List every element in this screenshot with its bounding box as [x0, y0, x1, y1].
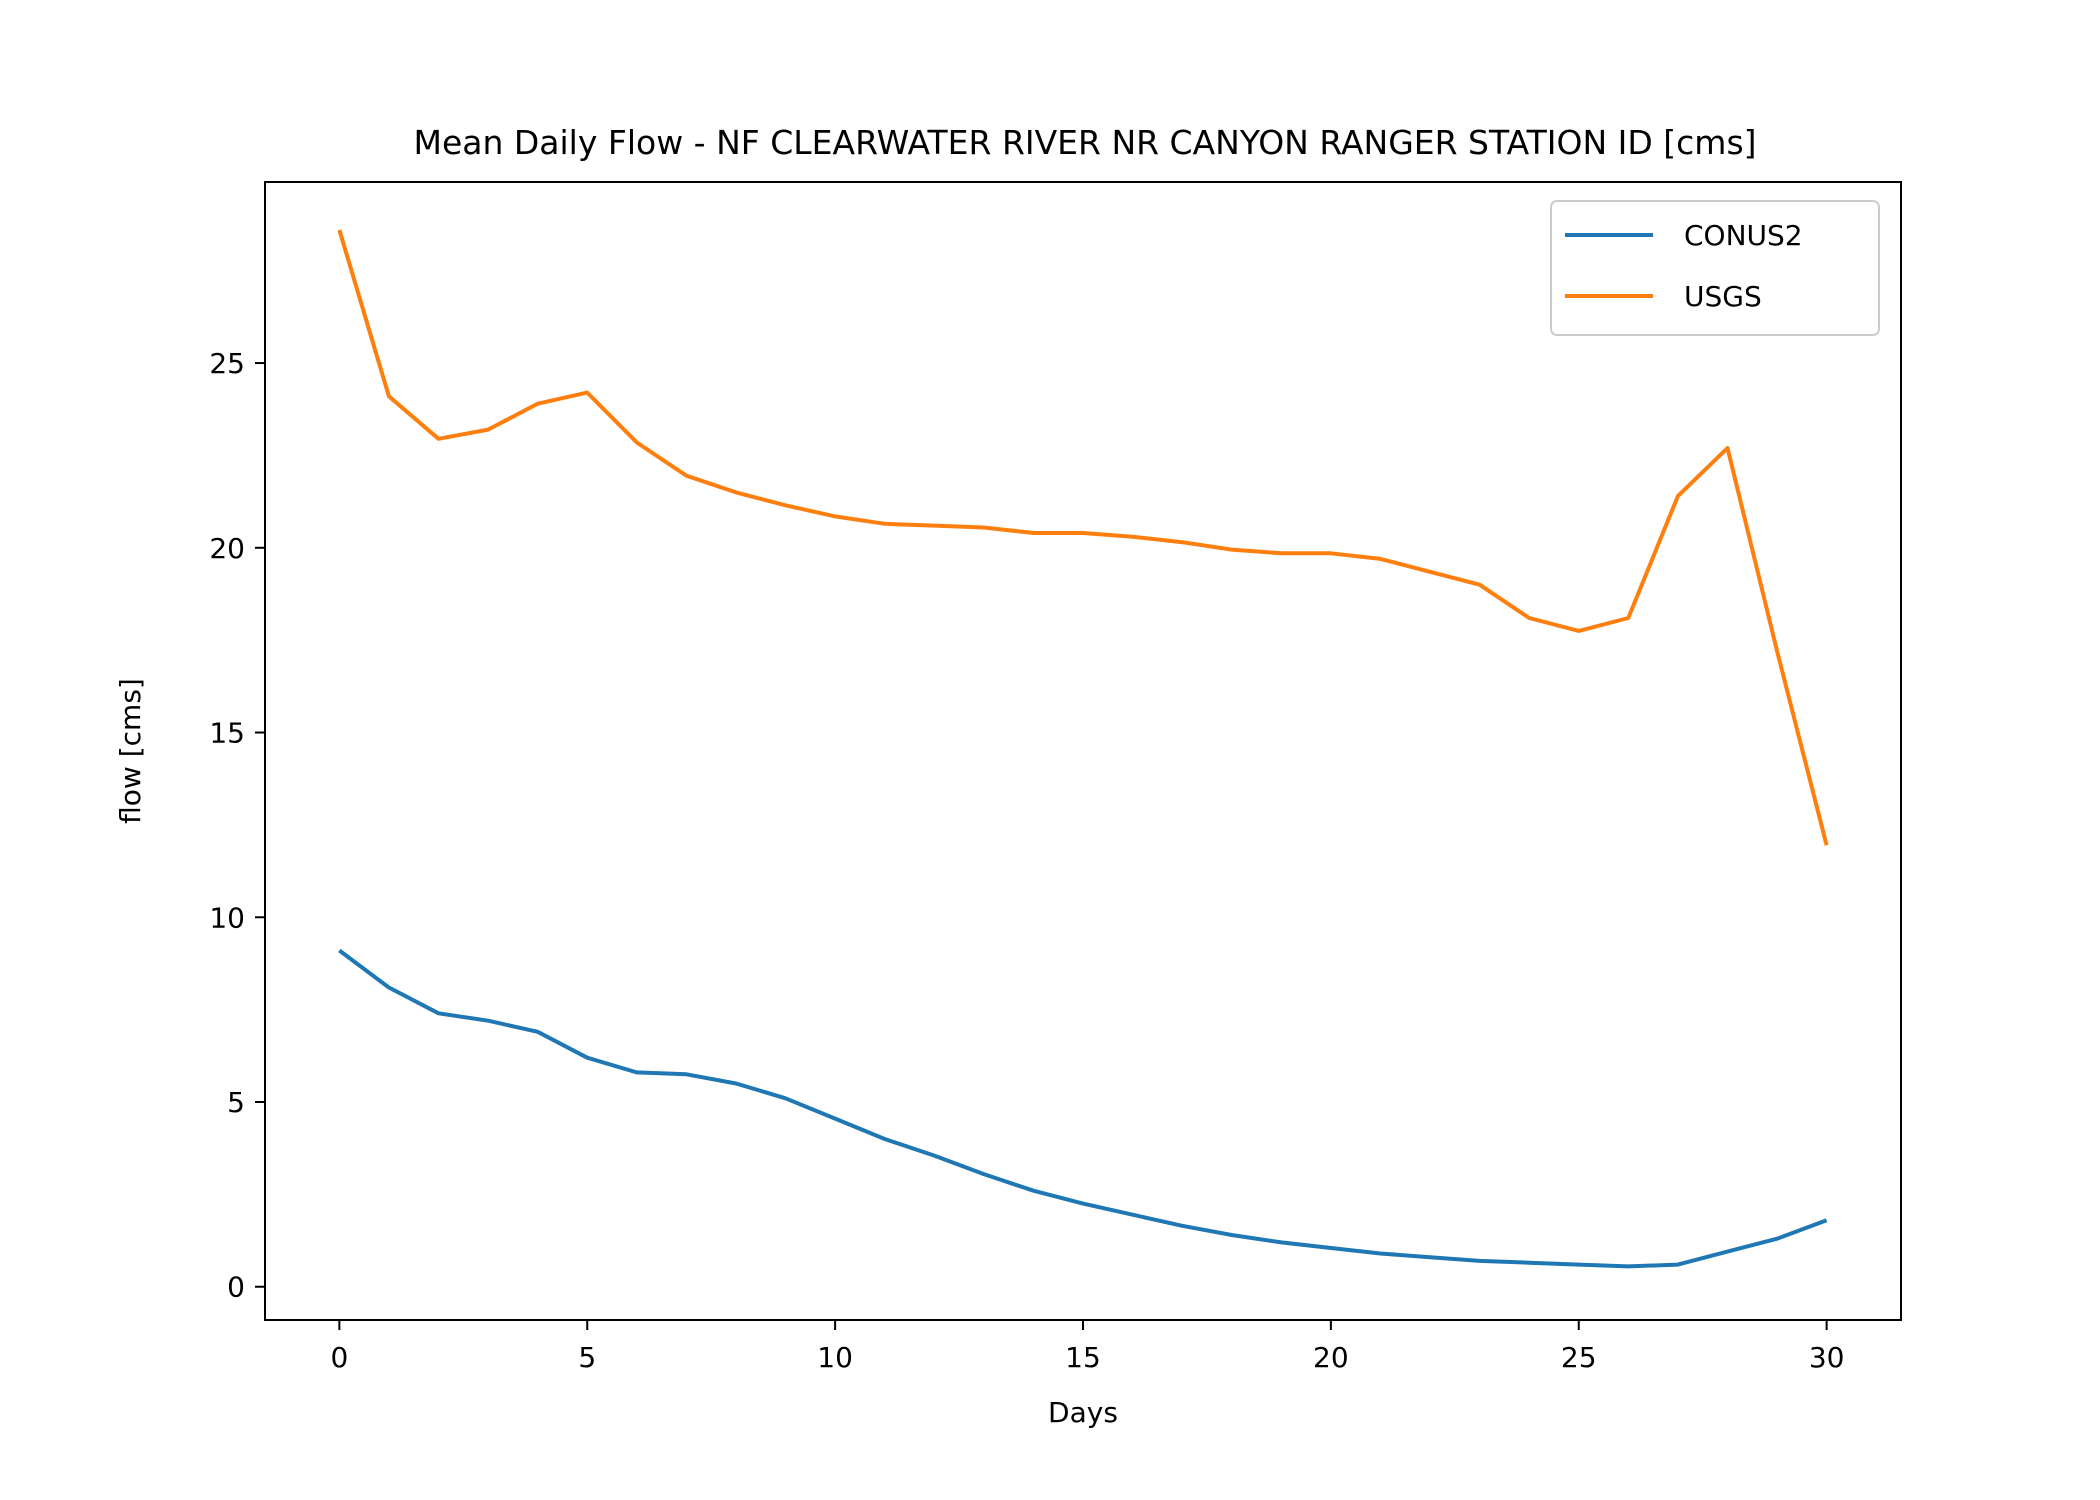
y-tick-label: 15 [209, 717, 245, 750]
x-axis: 0 5 10 15 20 25 30 [330, 1320, 1844, 1374]
y-tick-label: 25 [209, 347, 245, 380]
series-line-usgs [337, 229, 1829, 846]
legend-label-usgs: USGS [1684, 280, 1762, 313]
y-tick-label: 20 [209, 532, 245, 565]
x-tick-label: 10 [817, 1341, 853, 1374]
plot-area [337, 229, 1829, 1269]
plot-frame [264, 181, 1902, 1321]
x-tick-label: 25 [1561, 1341, 1597, 1374]
chart-title: Mean Daily Flow - NF CLEARWATER RIVER NR… [413, 123, 1756, 162]
x-axis-label: Days [1048, 1396, 1118, 1429]
x-tick-label: 30 [1809, 1341, 1845, 1374]
x-tick-label: 5 [578, 1341, 596, 1374]
legend-label-conus2: CONUS2 [1684, 219, 1803, 252]
y-axis-label: flow [cms] [114, 678, 147, 824]
y-tick-label: 0 [227, 1271, 245, 1304]
y-axis: 0 5 10 15 20 25 [209, 347, 265, 1304]
x-tick-label: 15 [1065, 1341, 1101, 1374]
series-line-conus2 [338, 948, 1828, 1269]
legend: CONUS2 USGS [1550, 200, 1880, 336]
x-tick-label: 0 [330, 1341, 348, 1374]
y-tick-label: 5 [227, 1086, 245, 1119]
y-tick-label: 10 [209, 901, 245, 934]
x-tick-label: 20 [1313, 1341, 1349, 1374]
